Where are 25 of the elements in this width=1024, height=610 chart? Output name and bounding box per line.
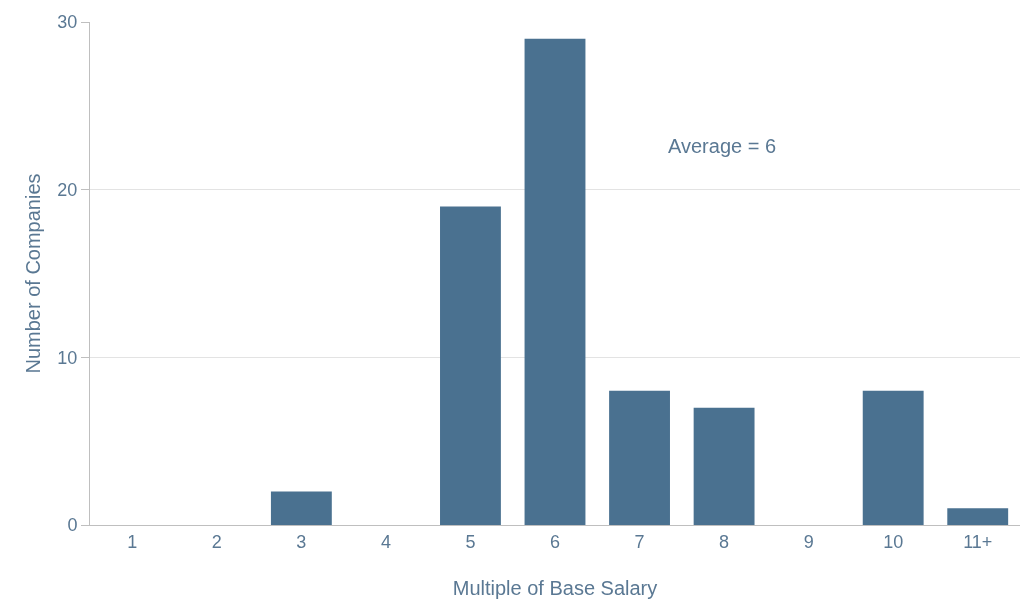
bar	[270, 491, 332, 525]
annotation: Average = 6	[668, 135, 777, 157]
bar	[440, 206, 501, 525]
x-tick-label: 7	[634, 531, 645, 552]
x-tick-label: 4	[380, 531, 391, 552]
x-tick-label: 11+	[963, 531, 993, 552]
y-tick-label: 10	[57, 347, 78, 368]
y-tick-label: 20	[57, 179, 78, 200]
x-tick-label: 9	[803, 531, 814, 552]
bar	[609, 390, 670, 525]
x-tick-label: 5	[465, 531, 476, 552]
bar	[524, 38, 586, 525]
x-tick-label: 2	[211, 531, 222, 552]
y-axis-title: Number of Companies	[22, 173, 44, 374]
bar	[693, 407, 755, 525]
bar	[947, 508, 1009, 525]
x-tick-label: 8	[719, 531, 730, 552]
x-tick-label: 6	[549, 531, 561, 552]
y-tick-label: 30	[57, 12, 78, 33]
x-tick-label: 1	[127, 531, 138, 552]
x-tick-label: 3	[296, 531, 307, 552]
bar	[862, 390, 924, 525]
x-axis-title: Multiple of Base Salary	[452, 577, 658, 599]
y-tick-label: 0	[67, 515, 78, 536]
x-tick-label: 10	[883, 531, 904, 552]
